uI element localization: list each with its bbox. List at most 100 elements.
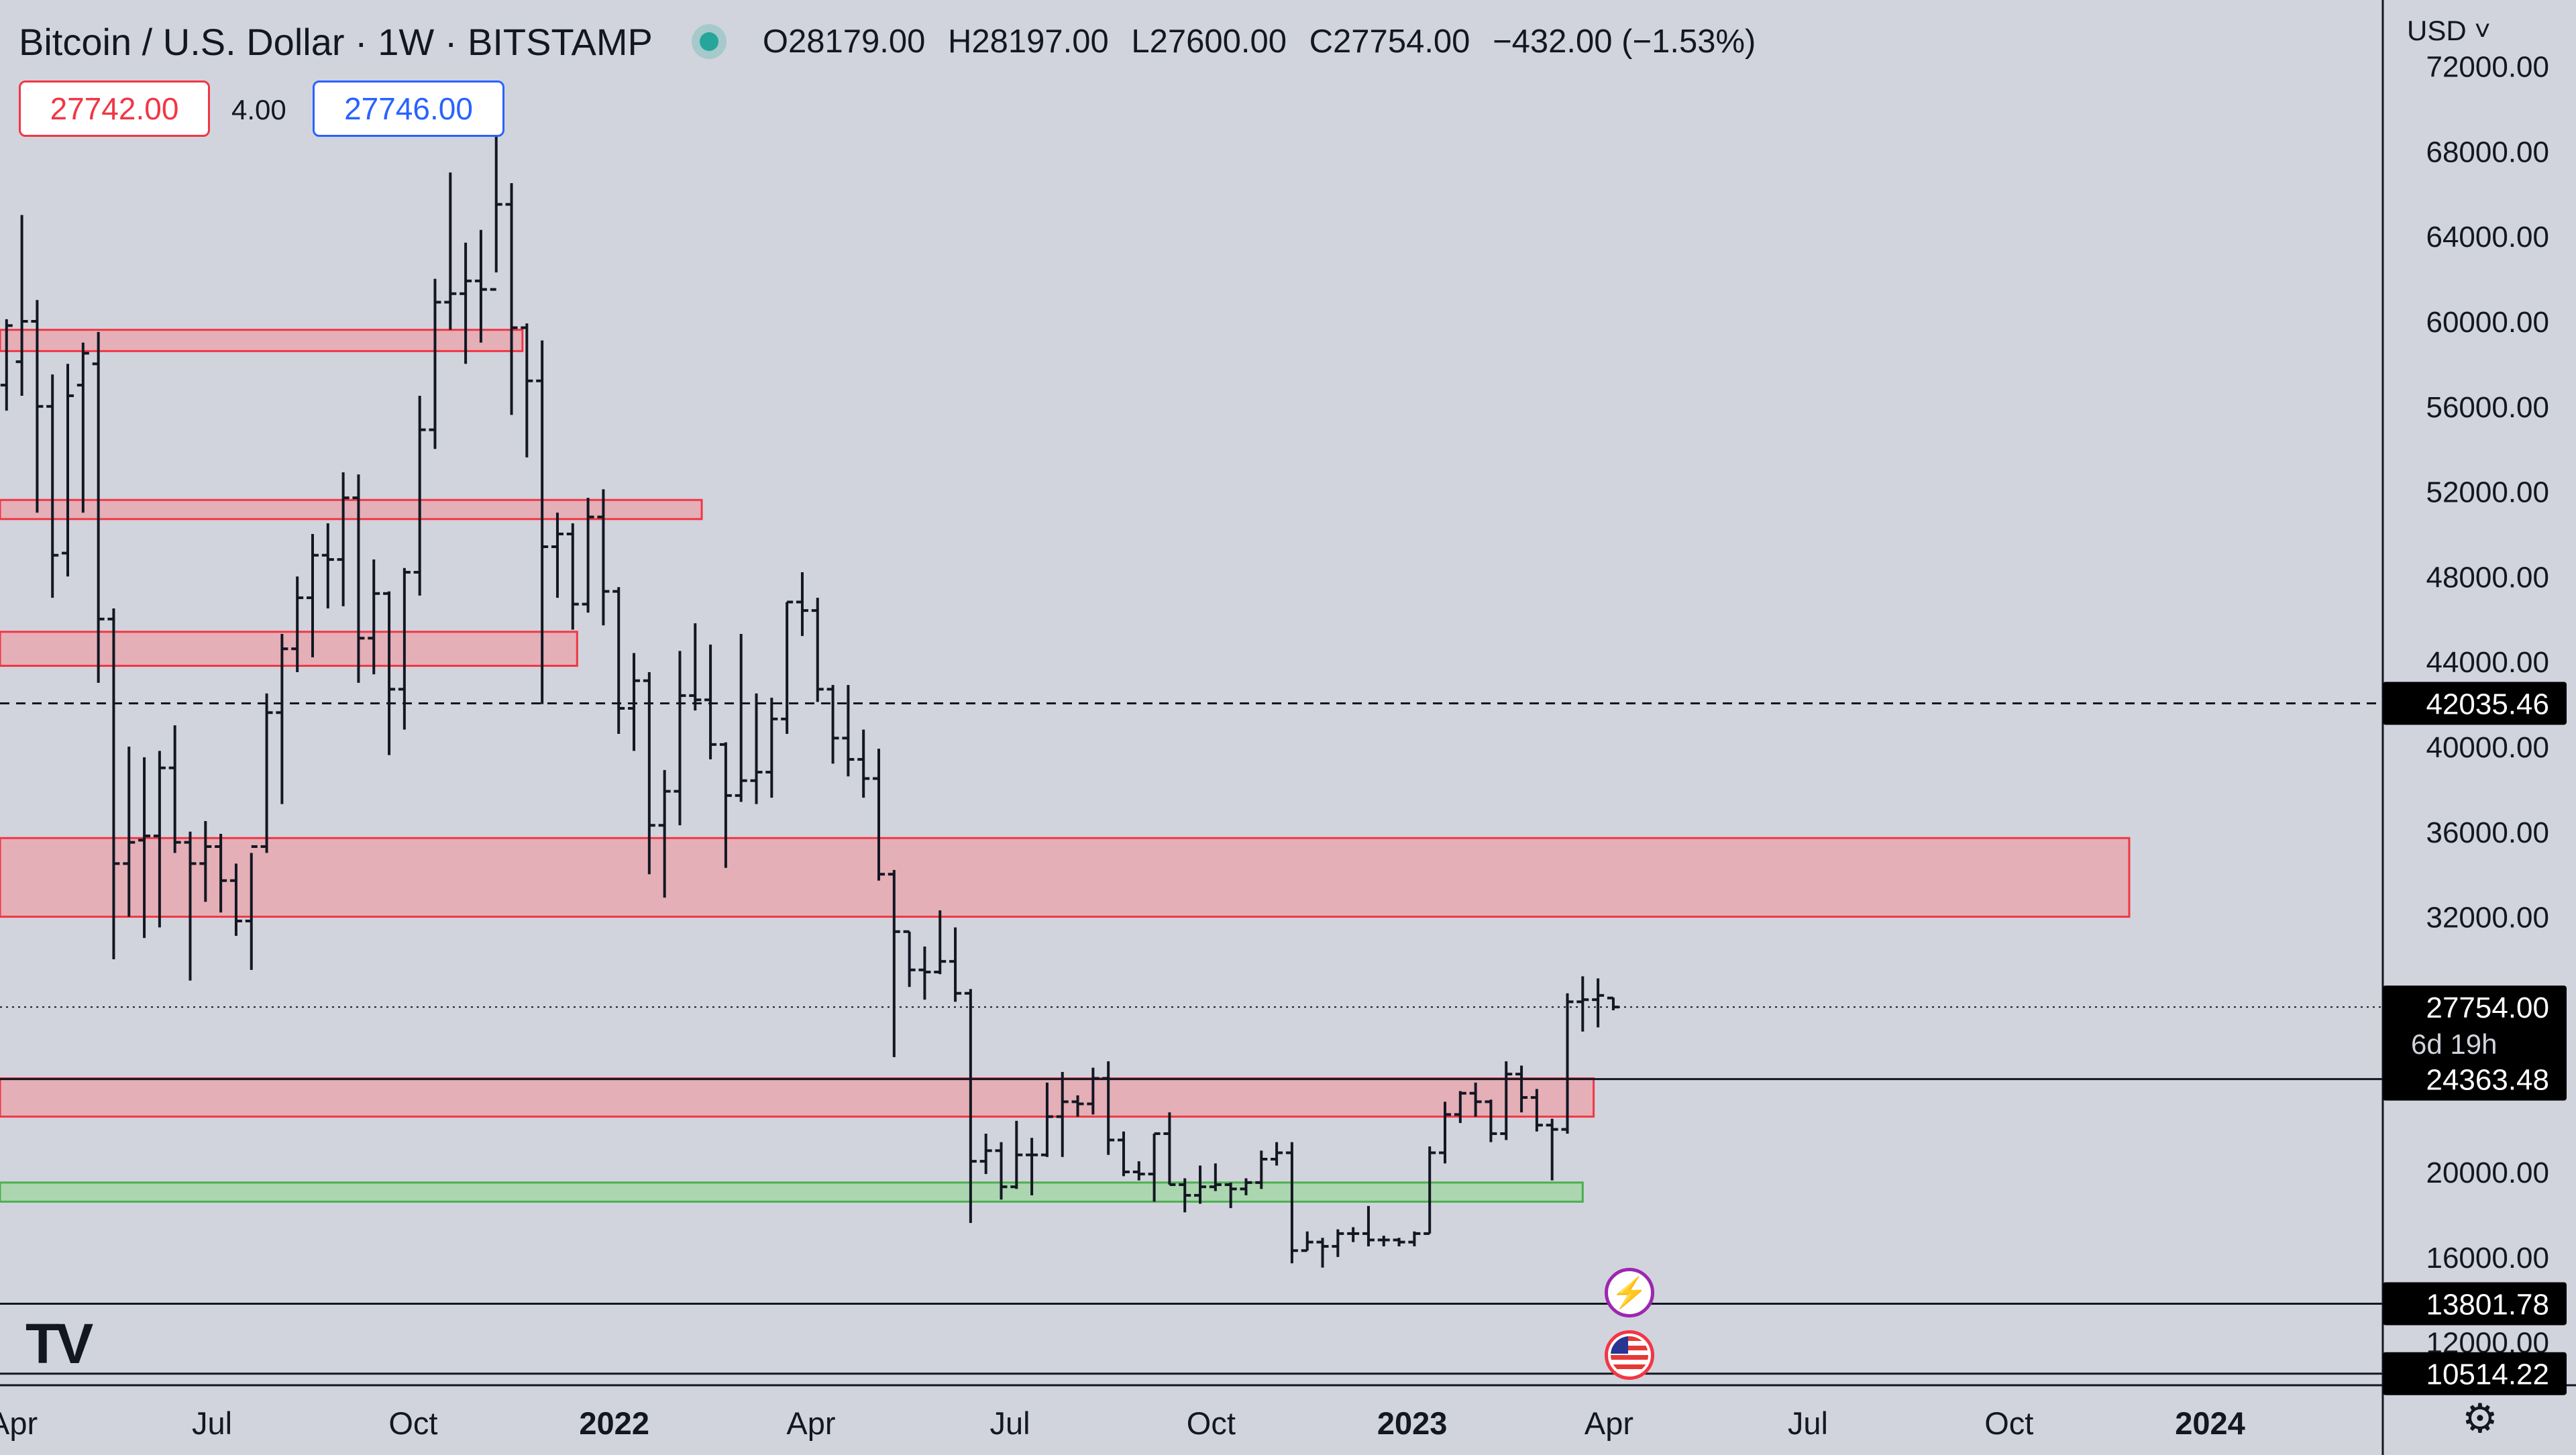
ohlc-bar bbox=[704, 644, 717, 760]
x-tick-label: Apr bbox=[786, 1405, 835, 1441]
spread-value: 4.00 bbox=[231, 94, 286, 125]
zones-layer bbox=[0, 329, 2131, 1203]
ohlc-bar bbox=[597, 489, 610, 626]
x-tick-label: 2024 bbox=[2175, 1405, 2245, 1441]
ohlc-bar bbox=[1026, 1138, 1038, 1195]
ohlc-bar bbox=[291, 576, 304, 673]
ohlc-bar bbox=[1347, 1227, 1360, 1242]
ohlc-bar bbox=[15, 215, 28, 396]
ohlc-bar bbox=[245, 845, 258, 970]
ohlc-bar bbox=[1271, 1142, 1283, 1166]
x-tick-label: 2022 bbox=[579, 1405, 649, 1441]
change-value: −432.00 (−1.53%) bbox=[1493, 23, 1756, 60]
ohlc-bar bbox=[918, 946, 931, 1000]
ohlc-readout: O28179.00 H28197.00 L27600.00 C27754.00 … bbox=[763, 23, 1769, 60]
ohlc-bar bbox=[1285, 1142, 1298, 1264]
ohlc-bar bbox=[474, 229, 487, 343]
ohlc-bar bbox=[168, 725, 181, 853]
ohlc-bar bbox=[1439, 1101, 1452, 1164]
ohlc-bar bbox=[505, 182, 518, 415]
ohlc-bar bbox=[1393, 1238, 1405, 1246]
price-label: 24363.48 bbox=[2426, 1064, 2549, 1097]
ohlc-bar bbox=[1424, 1146, 1436, 1235]
ohlc-bar bbox=[1148, 1132, 1161, 1202]
ohlc-bar bbox=[934, 910, 947, 975]
ohlc-bar bbox=[964, 989, 977, 1224]
ohlc-bar bbox=[1408, 1231, 1421, 1246]
buy-button[interactable]: 27746.00 bbox=[313, 80, 504, 137]
ohlc-bar bbox=[1362, 1205, 1375, 1246]
symbol-title[interactable]: Bitcoin / U.S. Dollar · 1W · BITSTAMP bbox=[19, 20, 653, 63]
tradingview-logo-icon[interactable]: TV bbox=[25, 1312, 93, 1375]
ohlc-bar bbox=[1316, 1238, 1329, 1268]
zone-red-1[interactable] bbox=[0, 498, 703, 521]
market-status-icon[interactable] bbox=[699, 32, 718, 51]
y-tick-label: 16000.00 bbox=[2426, 1242, 2549, 1275]
zone-red-2[interactable] bbox=[0, 631, 578, 667]
ohlc-bar bbox=[551, 513, 564, 598]
price-label: 10514.22 bbox=[2426, 1358, 2549, 1391]
price-label-box[interactable] bbox=[2383, 1282, 2567, 1326]
ohlc-bar bbox=[1561, 993, 1574, 1134]
ohlc-bar bbox=[1469, 1082, 1482, 1117]
lightning-icon[interactable]: ⚡ bbox=[1605, 1268, 1654, 1317]
ohlc-bar bbox=[1117, 1131, 1130, 1177]
ohlc-bar bbox=[719, 742, 732, 868]
sell-button[interactable]: 27742.00 bbox=[19, 80, 210, 137]
ohlc-bar bbox=[1102, 1061, 1115, 1155]
ohlc-bar bbox=[429, 278, 441, 449]
y-tick-label: 68000.00 bbox=[2426, 136, 2549, 168]
ohlc-bar bbox=[383, 591, 396, 755]
ohlc-bar bbox=[1071, 1095, 1084, 1117]
ohlc-bar bbox=[444, 172, 457, 330]
price-label: 42035.46 bbox=[2426, 688, 2549, 720]
ohlc-bar bbox=[62, 364, 74, 577]
ohlc-bar bbox=[352, 474, 365, 683]
ohlc-bar bbox=[1255, 1150, 1268, 1189]
zone-red-4[interactable] bbox=[0, 1077, 1595, 1118]
price-axis-panel bbox=[2383, 0, 2576, 1455]
ohlc-bar bbox=[92, 331, 105, 683]
ohlc-bar bbox=[46, 374, 59, 598]
ohlc-bar bbox=[796, 572, 808, 637]
price-label-box[interactable] bbox=[2383, 985, 2567, 1065]
ohlc-bar bbox=[1132, 1161, 1145, 1181]
price-label-box[interactable] bbox=[2383, 1057, 2567, 1101]
y-tick-label: 52000.00 bbox=[2426, 476, 2549, 509]
ohlc-bar bbox=[1040, 1082, 1053, 1157]
ohlc-bar bbox=[321, 523, 334, 608]
y-tick-label: 44000.00 bbox=[2426, 646, 2549, 679]
ohlc-bar bbox=[306, 534, 319, 657]
y-tick-label: 72000.00 bbox=[2426, 51, 2549, 84]
ohlc-bar bbox=[1592, 978, 1605, 1028]
currency-selector[interactable]: USD ˅ bbox=[2407, 15, 2491, 47]
price-label-box[interactable] bbox=[2383, 682, 2567, 725]
low-value: L27600.00 bbox=[1131, 23, 1287, 60]
ohlc-bar bbox=[612, 587, 625, 734]
currency-label: USD bbox=[2407, 15, 2467, 46]
us-flag-icon[interactable] bbox=[1605, 1330, 1654, 1380]
zone-red-0[interactable] bbox=[0, 329, 524, 352]
zone-green-5[interactable] bbox=[0, 1181, 1584, 1203]
x-tick-label: Jul bbox=[1788, 1405, 1828, 1441]
ohlc-bar bbox=[276, 633, 288, 804]
ohlc-bar bbox=[337, 472, 350, 606]
ohlc-bar bbox=[1500, 1061, 1513, 1140]
ohlc-bar bbox=[765, 698, 778, 798]
x-tick-label: Jul bbox=[192, 1405, 232, 1441]
ohlc-bar bbox=[490, 129, 502, 291]
ohlc-bar bbox=[1194, 1165, 1207, 1204]
ohlc-bar bbox=[1546, 1118, 1558, 1181]
ohlc-bar bbox=[842, 685, 855, 777]
ohlc-bar bbox=[888, 869, 900, 1057]
zone-red-3[interactable] bbox=[0, 837, 2131, 918]
ohlc-bar bbox=[873, 749, 885, 881]
gear-icon[interactable]: ⚙ bbox=[2462, 1396, 2498, 1441]
hlines-layer bbox=[0, 702, 2383, 1375]
x-tick-label: Apr bbox=[0, 1405, 38, 1441]
bars-layer bbox=[0, 129, 1619, 1268]
price-label-box[interactable] bbox=[2383, 1352, 2567, 1395]
